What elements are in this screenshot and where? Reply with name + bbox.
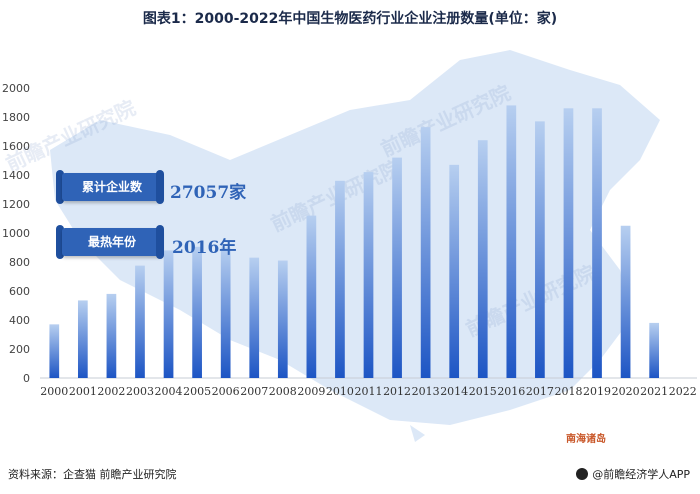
brand-logo-icon	[576, 468, 589, 480]
ribbon-curl	[156, 170, 164, 204]
bar-2016	[506, 105, 517, 379]
bar-2014	[449, 164, 460, 378]
x-tick-label: 2000	[40, 385, 68, 398]
y-tick-label: 1400	[2, 169, 30, 182]
bar-2007	[249, 257, 260, 378]
y-tick-label: 800	[9, 256, 30, 269]
chart-title: 图表1：2000-2022年中国生物医药行业企业注册数量(单位：家)	[142, 11, 558, 27]
y-tick-label: 400	[9, 314, 30, 327]
y-tick-label: 1600	[2, 140, 30, 153]
x-tick-label: 2021	[640, 385, 668, 398]
y-tick-label: 2000	[2, 82, 30, 95]
bar-2017	[535, 121, 545, 378]
y-tick-label: 0	[23, 372, 30, 385]
bar-2006	[220, 247, 231, 378]
x-tick-label: 2014	[440, 385, 468, 398]
x-tick-label: 2002	[97, 385, 125, 398]
bar-2011	[363, 172, 374, 378]
x-tick-label: 2008	[269, 385, 297, 398]
callout-hottest-value: 2016年	[172, 238, 237, 258]
bar-2002	[106, 293, 117, 378]
callout-total-label: 累计企业数	[62, 173, 162, 201]
bar-2020	[620, 225, 631, 378]
x-tick-label: 2016	[497, 385, 525, 398]
bar-2004	[163, 250, 174, 378]
bar-2010	[335, 180, 345, 378]
x-tick-label: 2001	[69, 385, 97, 398]
x-tick-label: 2006	[212, 385, 240, 398]
y-tick-label: 1200	[2, 198, 30, 211]
source-note: 资料来源：企查猫 前瞻产业研究院	[8, 468, 177, 481]
x-tick-label: 2003	[126, 385, 154, 398]
callout-hottest-label: 最热年份	[62, 228, 162, 256]
bar-2012	[392, 157, 402, 378]
y-tick-label: 1800	[2, 111, 30, 124]
brand-name: @前瞻经济学人APP	[592, 468, 690, 481]
x-tick-label: 2015	[469, 385, 497, 398]
bar-2001	[77, 300, 88, 378]
south-sea-islands-label: 南海诸岛	[566, 434, 606, 445]
x-tick-label: 2005	[183, 385, 211, 398]
y-tick-label: 1000	[2, 227, 30, 240]
x-tick-label: 2019	[583, 385, 611, 398]
x-tick-label: 2017	[526, 385, 554, 398]
bar-2005	[192, 246, 202, 378]
x-tick-label: 2020	[612, 385, 640, 398]
x-tick-label: 2009	[297, 385, 325, 398]
y-tick-label: 200	[9, 343, 30, 356]
callout-total-value: 27057家	[170, 183, 247, 203]
x-tick-label: 2018	[554, 385, 582, 398]
ribbon-curl	[56, 225, 64, 259]
y-tick-label: 600	[9, 285, 30, 298]
x-tick-label: 2012	[383, 385, 411, 398]
bar-2013	[420, 127, 431, 379]
x-tick-label: 2022	[669, 385, 697, 398]
bar-2003	[135, 265, 145, 378]
x-tick-label: 2007	[240, 385, 268, 398]
x-tick-label: 2011	[355, 385, 383, 398]
brand: @前瞻经济学人APP	[576, 466, 690, 482]
x-tick-label: 2013	[412, 385, 440, 398]
ribbon-curl	[56, 170, 64, 204]
bar-2018	[563, 108, 574, 379]
bar-2008	[277, 260, 288, 378]
bar-2000	[49, 324, 60, 378]
bar-2009	[306, 215, 317, 378]
bar-2019	[592, 108, 602, 379]
ribbon-curl	[156, 225, 164, 259]
bar-2015	[477, 140, 488, 378]
x-tick-label: 2004	[155, 385, 183, 398]
bar-2021	[649, 322, 660, 378]
x-tick-label: 2010	[326, 385, 354, 398]
